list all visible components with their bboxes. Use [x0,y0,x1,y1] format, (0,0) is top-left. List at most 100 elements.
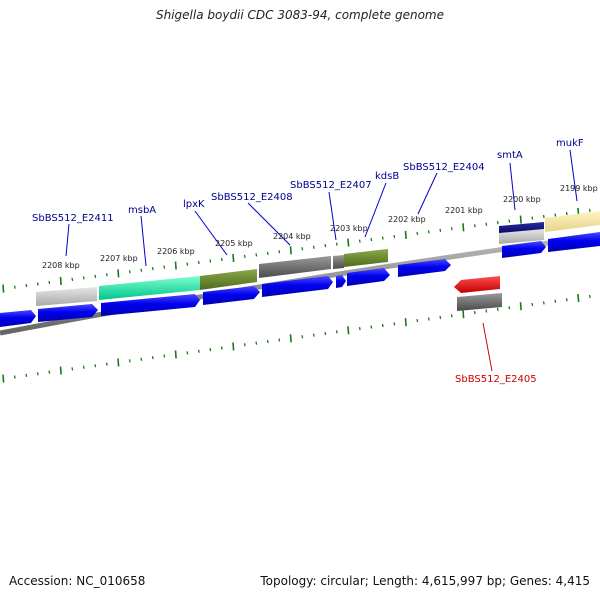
tick-mark [174,261,177,270]
tick-mark [255,253,258,257]
tick-mark [542,301,545,305]
tick-mark [197,349,200,353]
tick-mark [427,317,430,321]
category-block [200,269,257,290]
tick-mark [266,251,269,255]
callout-lines [65,149,578,267]
tick-mark [220,346,223,350]
kbp-label: 2205 kbp [215,239,253,248]
category-track [36,211,600,311]
tick-mark [393,322,396,326]
tick-mark [82,276,85,280]
kbp-label: 2206 kbp [157,247,195,256]
gene-arrow [0,310,36,327]
tick-mark [197,260,200,265]
category-block [344,249,388,267]
gene-arrow [347,268,390,286]
tick-mark [312,245,315,249]
tick-mark [531,302,534,307]
tick-mark [565,298,568,302]
callout-line [569,149,578,202]
tick-mark [255,341,258,345]
category-block [545,211,600,232]
tick-mark [140,268,143,272]
tick-mark [485,309,488,313]
tick-mark [554,213,557,217]
genome-summary-text: Topology: circular; Length: 4,615,997 bp… [260,574,590,588]
tick-mark [278,250,281,254]
tick-mark [94,364,97,368]
category-block [333,255,344,269]
gene-label[interactable]: smtA [497,150,523,161]
tick-mark [25,283,28,288]
callout-line [509,162,516,211]
tick-mark [450,227,453,231]
callout-line [417,172,438,215]
callout-line [328,191,337,241]
tick-mark [48,280,51,285]
gene-label[interactable]: SbBS512_E2408 [211,192,293,203]
tick-mark [117,358,120,367]
forward-strand-track [0,232,600,327]
tick-mark [439,315,442,320]
tick-mark [117,269,120,278]
tick-mark [381,236,384,240]
gene-arrow [502,241,546,258]
gene-label[interactable]: SbBS512_E2411 [32,213,114,224]
tick-mark [13,375,16,379]
tick-mark [324,244,327,248]
tick-mark [531,216,534,220]
tick-mark [94,274,97,278]
tick-mark [25,373,28,377]
kbp-label: 2203 kbp [330,224,368,233]
tick-mark [496,307,499,311]
category-block [259,256,331,278]
tick-mark [519,302,522,311]
tick-mark [450,314,453,318]
tick-mark [232,342,235,351]
tick-mark [163,354,166,358]
category-block [457,293,502,311]
gene-arrow [262,276,333,297]
tick-mark [519,215,522,224]
tick-mark [393,234,396,239]
gene-label[interactable]: SbBS512_E2407 [290,180,372,191]
gene-arrow [548,232,600,252]
tick-mark [508,306,511,310]
tick-mark [577,294,580,303]
gene-label-reverse[interactable]: SbBS512_E2405 [455,374,537,385]
tick-mark [128,359,131,363]
gene-arrow [398,259,451,277]
tick-mark [554,299,557,303]
tick-mark [59,276,62,285]
tick-mark [128,270,131,274]
tick-mark [13,285,16,289]
gene-arrow [38,304,98,322]
tick-mark [71,367,74,371]
kbp-label: 2202 kbp [388,215,426,224]
gene-label[interactable]: msbA [128,205,156,216]
tick-mark [508,219,511,223]
tick-mark [82,365,85,369]
tick-mark [278,338,281,342]
category-block [36,287,97,306]
tick-mark [370,237,373,242]
tick-mark [289,334,292,343]
kbp-label: 2201 kbp [445,206,483,215]
gene-label[interactable]: kdsB [375,171,399,182]
tick-mark [209,259,212,263]
gene-label[interactable]: SbBS512_E2404 [403,162,485,173]
tick-mark [473,224,476,228]
tick-mark [347,326,350,335]
gene-label[interactable]: lpxK [183,199,205,210]
gene-label[interactable]: mukF [556,138,584,149]
tick-mark [266,339,269,344]
tick-mark [243,254,246,259]
tick-mark [36,282,39,286]
map-title: Shigella boydii CDC 3083-94, complete ge… [155,8,445,22]
tick-mark [140,357,143,361]
gene-arrow [203,286,260,305]
tick-mark [2,284,5,293]
tick-mark [381,323,384,328]
